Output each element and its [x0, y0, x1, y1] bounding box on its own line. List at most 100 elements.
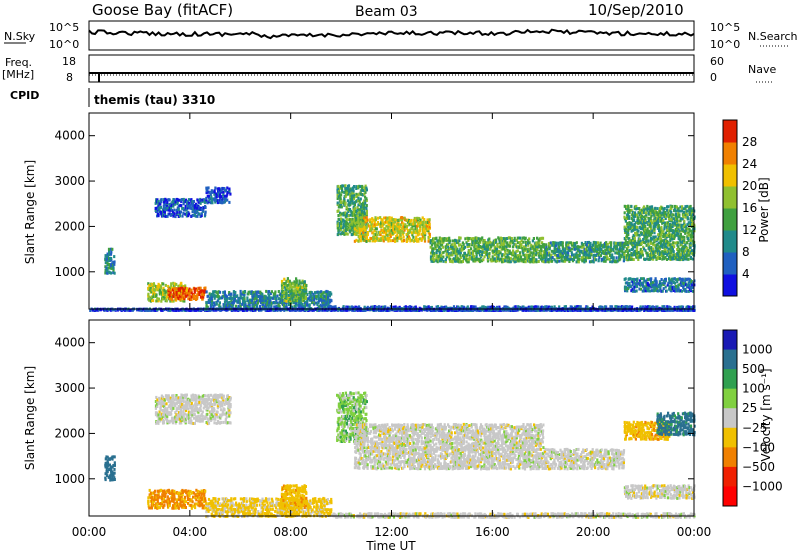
echo-cell [680, 289, 683, 293]
echo-cell [652, 305, 656, 309]
echo-cell [406, 234, 409, 238]
echo-cell [380, 225, 383, 229]
echo-cell [383, 235, 386, 239]
echo-cell [559, 250, 562, 253]
echo-cell [430, 239, 434, 243]
echo-cell [162, 204, 165, 208]
echo-cell [251, 299, 254, 303]
echo-cell [670, 211, 673, 214]
echo-cell [612, 247, 615, 251]
echo-cell [662, 256, 665, 259]
echo-cell [392, 226, 395, 230]
echo-cell [453, 245, 456, 249]
echo-cell [579, 249, 582, 253]
echo-cell [614, 245, 617, 249]
echo-cell [476, 249, 479, 253]
echo-cell [528, 247, 531, 251]
echo-cell [293, 280, 296, 284]
echo-cell [265, 299, 268, 302]
echo-cell [585, 249, 589, 253]
echo-cell [564, 305, 567, 309]
echo-cell [412, 218, 415, 222]
echo-cell [318, 290, 321, 294]
echo-cell [209, 201, 212, 205]
echo-cell [597, 243, 600, 247]
echo-cell [238, 301, 242, 305]
echo-cell [474, 305, 477, 309]
echo-cell [632, 277, 636, 281]
echo-cell [173, 287, 176, 290]
echo-cell [196, 198, 199, 202]
echo-cell [167, 289, 170, 293]
echo-cell [341, 188, 344, 192]
echo-cell [238, 297, 241, 300]
echo-cell [597, 258, 600, 262]
echo-cell [463, 251, 466, 255]
echo-cell [387, 216, 390, 220]
echo-cell [389, 305, 392, 309]
echo-cell [651, 305, 654, 309]
echo-cell [351, 195, 354, 199]
echo-cell [628, 215, 631, 219]
echo-cell [550, 255, 553, 259]
echo-cell [209, 299, 212, 303]
echo-cell [225, 194, 228, 198]
echo-cell [486, 245, 489, 249]
echo-cell [114, 308, 117, 312]
echo-cell [676, 305, 679, 309]
echo-cell [301, 286, 304, 290]
echo-cell [595, 245, 598, 249]
echo-cell [292, 282, 295, 286]
echo-cell [218, 195, 221, 199]
echo-cell [359, 185, 362, 189]
echo-cell [661, 282, 664, 286]
echo-cell [564, 253, 567, 257]
echo-cell [408, 228, 412, 232]
echo-cell [216, 199, 219, 203]
echo-cell [379, 238, 382, 242]
echo-cell [677, 237, 680, 241]
echo-cell [384, 305, 387, 309]
echo-cell [626, 258, 629, 262]
echo-cell [515, 255, 518, 259]
echo-cell [406, 237, 409, 241]
echo-cell [106, 269, 109, 273]
nsearch-label: N.Search [748, 30, 798, 43]
echo-cell [580, 241, 583, 245]
echo-cell [372, 305, 375, 309]
echo-cell [149, 282, 152, 286]
echo-cell [664, 217, 667, 220]
echo-cell [652, 283, 655, 287]
echo-cell [255, 290, 258, 294]
echo-cell [575, 255, 578, 259]
echo-cell [636, 227, 639, 231]
echo-cell [104, 254, 107, 258]
echo-cell [323, 303, 326, 307]
echo-cell [640, 217, 644, 221]
echo-cell [329, 300, 332, 304]
echo-cell [376, 220, 380, 224]
echo-cell [665, 233, 668, 237]
echo-cell [260, 298, 263, 302]
echo-cell [428, 232, 431, 236]
echo-cell [422, 220, 425, 224]
echo-cell [324, 305, 327, 309]
echo-cell [475, 255, 478, 259]
echo-cell [532, 237, 535, 240]
echo-cell [636, 243, 639, 247]
echo-cell [113, 271, 116, 275]
echo-cell [653, 240, 656, 243]
echo-cell [172, 201, 175, 205]
echo-cell [148, 295, 151, 299]
echo-cell [647, 305, 650, 309]
echo-cell [380, 221, 383, 225]
echo-cell [641, 289, 644, 293]
echo-cell [684, 287, 687, 291]
echo-cell [357, 239, 360, 243]
echo-cell [474, 236, 477, 240]
echo-cell [594, 243, 597, 247]
echo-cell [644, 225, 647, 228]
echo-cell [514, 253, 517, 257]
echo-cell [365, 198, 368, 202]
echo-cell [359, 191, 362, 195]
